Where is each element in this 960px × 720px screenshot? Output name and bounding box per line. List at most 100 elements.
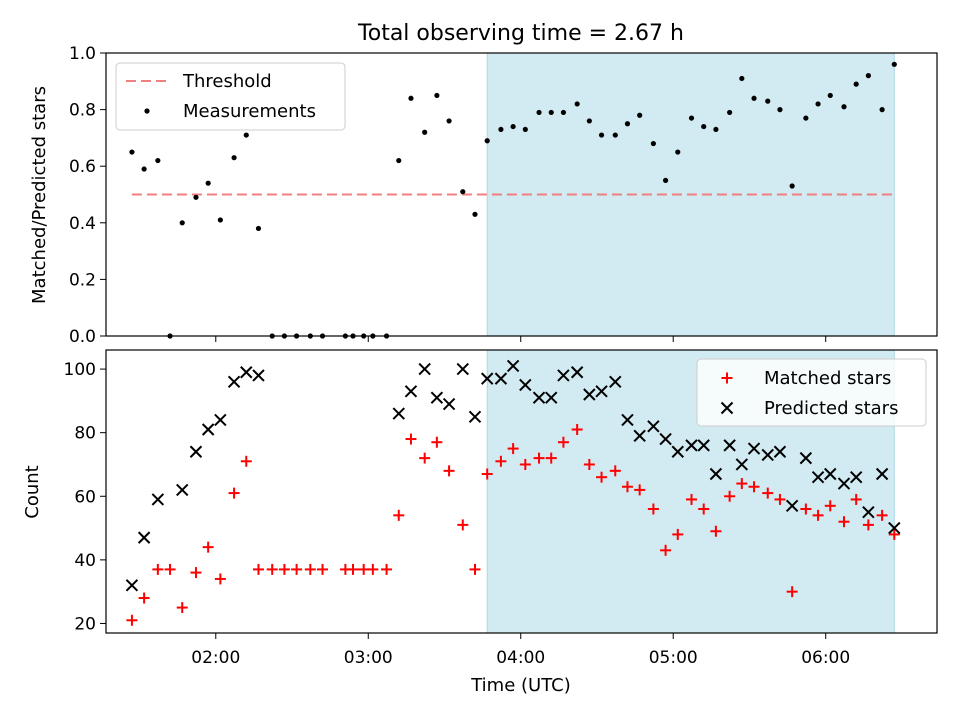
matched-star-marker (533, 452, 545, 464)
measurement-point (484, 138, 490, 144)
predicted-star-marker (404, 385, 418, 398)
matched-star-marker (152, 563, 164, 575)
predicted-star-marker (621, 413, 634, 427)
predicted-star-marker (227, 375, 241, 389)
measurement-point (688, 115, 695, 121)
legend-threshold-label: Threshold (182, 71, 272, 92)
predicted-star-marker (595, 385, 608, 398)
predicted-star-marker (671, 445, 684, 458)
matched-star-marker (202, 541, 214, 553)
legend-measurements-swatch (144, 108, 150, 114)
measurement-point (141, 166, 147, 172)
matched-star-marker (634, 484, 646, 496)
predicted-star-marker (506, 359, 520, 373)
matched-star-marker (748, 481, 760, 493)
predicted-star-marker (583, 388, 596, 401)
matched-star-marker (214, 573, 226, 585)
measurement-point (522, 126, 528, 133)
bottom-plot-frame (105, 349, 938, 634)
predicted-star-marker (633, 429, 646, 443)
matched-star-marker (126, 614, 138, 626)
measurement-point (155, 157, 161, 164)
legend-matched-label: Matched stars (764, 368, 891, 389)
measurement-point (510, 123, 516, 130)
matched-star-marker (367, 563, 379, 575)
bottom-y-ticks: 20 40 60 80 100 (64, 360, 106, 634)
measurement-point (422, 129, 428, 135)
bottom-y-tick-label: 40 (74, 551, 96, 571)
matched-star-marker (381, 563, 393, 575)
matched-star-marker (609, 465, 621, 477)
matched-star-marker (850, 493, 862, 505)
measurement-point (803, 115, 809, 121)
predicted-star-marker (480, 372, 494, 385)
predicted-star-marker (519, 378, 532, 392)
top-plot-frame (105, 52, 938, 337)
predicted-star-marker (240, 366, 253, 379)
measurement-point (243, 132, 249, 138)
measurement-point (727, 109, 733, 116)
matched-star-marker (507, 443, 519, 455)
matched-star-marker (347, 563, 359, 575)
measurement-point (460, 189, 466, 195)
measurement-point (827, 92, 833, 99)
matched-star-marker (660, 544, 672, 556)
predicted-star-marker (647, 420, 660, 433)
bottom-x-ticks: 02:00 03:00 04:00 05:00 06:00 (191, 633, 850, 668)
legend-predicted-swatch (720, 401, 734, 415)
predicted-star-marker (747, 442, 761, 455)
matched-star-marker (762, 487, 774, 499)
predicted-star-marker (824, 467, 837, 481)
predicted-star-marker (849, 470, 863, 484)
predicted-star-marker (735, 458, 749, 471)
measurement-point (612, 132, 618, 138)
predicted-star-marker (773, 445, 787, 458)
matched-star-marker (405, 433, 417, 445)
matched-star-marker (481, 468, 493, 480)
predicted-stars-points (125, 359, 901, 592)
measurement-point (193, 194, 199, 200)
matched-star-marker (888, 528, 900, 540)
x-tick-label: 05:00 (649, 648, 698, 668)
predicted-star-marker (557, 369, 570, 382)
matched-star-marker (138, 592, 150, 604)
bottom-panel: 20 40 60 80 100 02:00 03:00 04:00 05:00 06:00 Co… (22, 349, 938, 696)
matched-star-marker (419, 452, 431, 464)
measurement-point (129, 149, 135, 155)
measurement-point (255, 225, 262, 232)
x-tick-label: 02:00 (191, 648, 240, 668)
legend-predicted-marker (720, 401, 734, 415)
top-y-axis-label: Matched/Predicted stars (29, 86, 50, 304)
predicted-star-marker (137, 531, 151, 544)
measurement-point (675, 149, 681, 155)
x-tick-label: 06:00 (801, 648, 850, 668)
measurement-point (739, 75, 745, 82)
bottom-legend: Matched stars Predicted stars (696, 358, 927, 427)
x-axis-label: Time (UTC) (470, 675, 571, 696)
measurements-points (129, 61, 897, 339)
top-y-tick-label: 0.8 (69, 101, 96, 121)
measurement-point (637, 112, 643, 118)
matched-star-marker (876, 509, 888, 521)
measurement-point (841, 104, 847, 110)
predicted-star-marker (799, 451, 813, 465)
predicted-star-marker (125, 579, 139, 592)
predicted-star-marker (685, 439, 698, 452)
matched-star-marker (291, 563, 303, 575)
predicted-star-marker (837, 477, 851, 490)
matched-star-marker (469, 563, 481, 575)
matched-star-marker (672, 528, 684, 540)
matched-star-marker (686, 493, 698, 505)
matched-star-marker (596, 471, 608, 483)
predicted-star-marker (201, 423, 215, 436)
matched-star-marker (443, 465, 455, 477)
matched-stars-points (126, 423, 900, 626)
top-y-tick-label: 0.6 (69, 157, 96, 177)
measurement-point (205, 180, 211, 186)
matched-star-marker (647, 503, 659, 515)
measurement-point (548, 109, 554, 116)
predicted-star-marker (785, 499, 799, 513)
predicted-star-marker (468, 410, 482, 423)
matched-star-marker (724, 490, 736, 502)
